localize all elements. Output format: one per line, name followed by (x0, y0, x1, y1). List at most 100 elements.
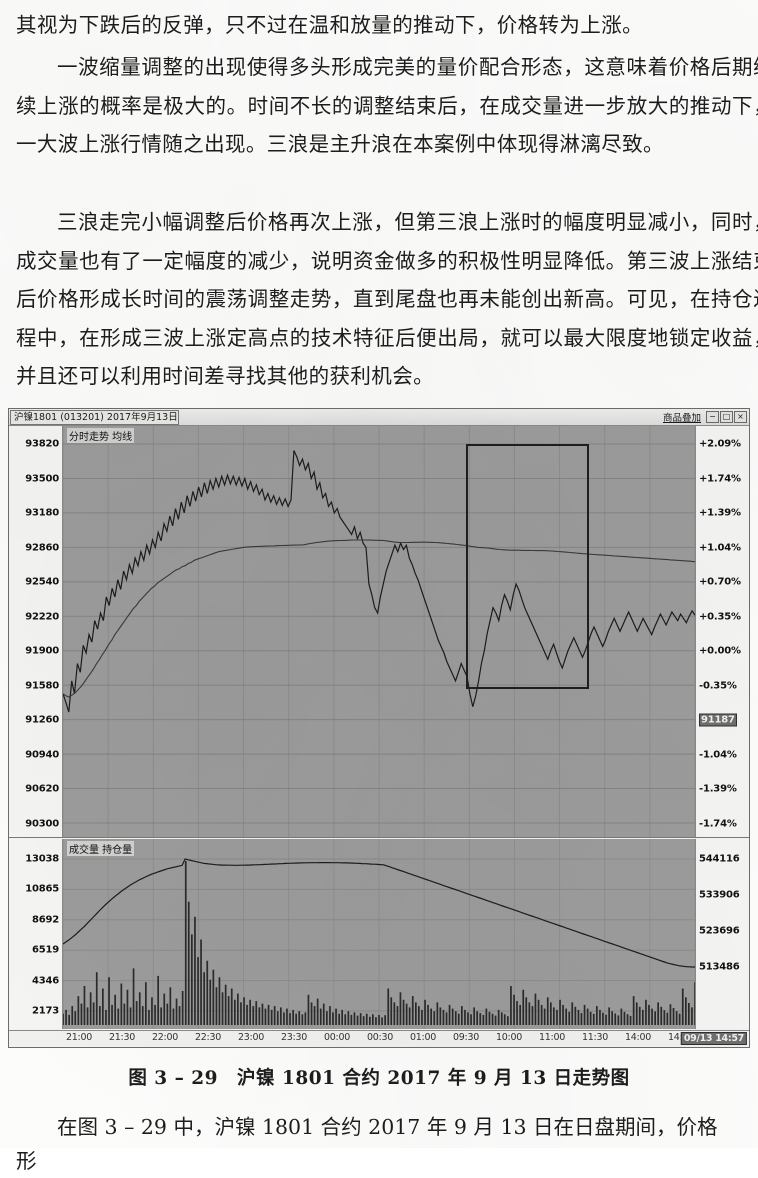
time-tick: 11:00 (539, 1032, 565, 1043)
price-right-tick: -1.39% (699, 783, 737, 795)
minimize-icon[interactable]: − (706, 411, 719, 423)
time-tick: 22:30 (195, 1032, 221, 1043)
volume-bar (467, 1012, 469, 1025)
volume-bar (230, 988, 233, 1025)
volume-bar (611, 1011, 613, 1025)
price-right-tick: 91187 (699, 713, 737, 727)
volume-bar (694, 982, 695, 1025)
volume-bar (479, 1013, 482, 1025)
volume-bar (252, 1006, 255, 1025)
volume-bar (685, 997, 687, 1025)
time-tick: 21:30 (109, 1032, 135, 1043)
volume-bar (68, 1014, 70, 1025)
volume-bar (187, 901, 190, 1025)
volume-bar (550, 1002, 552, 1025)
price-plot-area[interactable]: 分时走势 均线 (63, 426, 695, 837)
price-left-tick: 92540 (25, 576, 59, 588)
volume-bar (221, 992, 224, 1025)
volume-left-tick: 6519 (31, 944, 59, 956)
volume-bar (424, 999, 426, 1025)
volume-bar (148, 1009, 150, 1025)
volume-left-tick: 13038 (25, 853, 59, 865)
volume-bar (160, 1007, 162, 1025)
volume-bar (507, 1016, 509, 1025)
price-left-tick: 90300 (25, 818, 59, 830)
volume-bar (688, 1003, 690, 1025)
volume-bar (301, 1014, 304, 1025)
volume-bar (181, 991, 184, 1025)
price-right-tick: +1.39% (699, 507, 741, 519)
volume-bar (243, 997, 245, 1025)
volume-bar (436, 1002, 439, 1025)
price-right-tick: +0.00% (699, 645, 741, 657)
volume-bar (298, 1011, 301, 1025)
volume-bar (546, 997, 549, 1025)
volume-bar (623, 1011, 626, 1025)
volume-bar (592, 1013, 595, 1025)
volume-bar (488, 1011, 491, 1025)
volume-bar (620, 1008, 623, 1025)
volume-bar (83, 986, 86, 1025)
volume-bar (660, 1006, 663, 1025)
volume-bar (421, 1009, 423, 1025)
open-interest-right-tick: 533906 (699, 889, 740, 901)
volume-bar (89, 992, 92, 1025)
volume-bar (583, 1004, 586, 1025)
volume-bar (675, 1011, 678, 1025)
volume-bar (654, 1011, 656, 1025)
price-left-tick: 90940 (25, 749, 59, 761)
volume-bar (510, 986, 512, 1025)
volume-bar (645, 999, 647, 1025)
volume-bar (184, 861, 187, 1025)
volume-bar (614, 1013, 617, 1025)
volume-bar (672, 1008, 675, 1025)
volume-bar (310, 1002, 313, 1025)
volume-bar (476, 1011, 478, 1025)
volume-bar (500, 1012, 503, 1025)
volume-bar (264, 1008, 267, 1025)
volume-bar (224, 984, 227, 1025)
chart-title: 沪镍1801 (013201) 2017年9月13日 (10, 409, 179, 425)
open-interest-right-tick: 513486 (699, 961, 740, 973)
volume-bar (678, 1013, 681, 1025)
close-icon[interactable]: × (734, 411, 747, 423)
body-paragraph-3: 三浪走完小幅调整后价格再次上涨，但第三浪上涨时的幅度明显减小，同时，成交量也有了… (16, 210, 758, 388)
volume-bar (120, 983, 123, 1025)
open-interest-right-tick: 523696 (699, 925, 740, 937)
volume-bar (405, 1003, 408, 1025)
volume-bar (154, 1004, 156, 1025)
volume-bar (666, 1012, 669, 1025)
volume-bar (626, 1014, 629, 1025)
volume-bar (565, 1008, 567, 1025)
volume-bar (194, 916, 196, 1025)
volume-bar (295, 1013, 297, 1025)
volume-bar (258, 1007, 261, 1025)
volume-bar (191, 934, 193, 1025)
volume-bar (430, 1008, 432, 1025)
price-line-chart (63, 426, 695, 837)
volume-bar (65, 1009, 67, 1025)
commodity-overlay-link[interactable]: 商品叠加 (662, 413, 701, 424)
volume-bar (341, 1009, 343, 1025)
volume-pane: 13038 10865 8692 6519 4346 2173 成交量 持仓量 54411… (9, 839, 749, 1029)
volume-bar (114, 994, 116, 1025)
volume-bar (123, 1003, 126, 1025)
volume-bar (273, 1006, 276, 1025)
volume-bar (227, 996, 230, 1025)
volume-bar (433, 1011, 436, 1025)
volume-bar (289, 1013, 291, 1025)
volume-bar (350, 1014, 353, 1025)
volume-bar (390, 997, 393, 1025)
volume-bar (86, 1007, 89, 1025)
volume-bar (482, 1014, 485, 1025)
maximize-icon[interactable]: □ (720, 411, 733, 423)
time-tick: 22:00 (152, 1032, 178, 1043)
volume-left-tick: 10865 (25, 883, 59, 895)
price-right-tick: -1.04% (699, 749, 737, 761)
volume-bar (559, 999, 561, 1025)
volume-bar (399, 992, 402, 1025)
volume-plot-area[interactable]: 成交量 持仓量 (63, 839, 695, 1029)
volume-bar (691, 1007, 693, 1025)
price-left-tick: 92220 (25, 611, 59, 623)
volume-bar (218, 977, 221, 1025)
